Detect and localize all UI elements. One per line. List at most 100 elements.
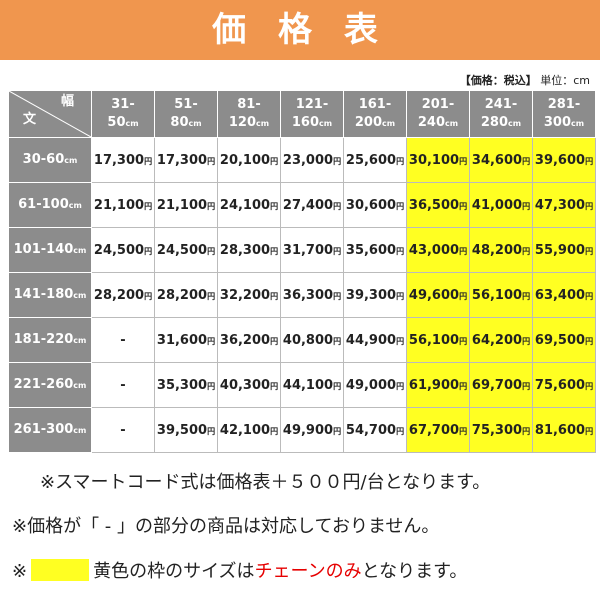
yellow-swatch [31,559,90,581]
price-cell: 35,600円 [343,227,407,273]
row-header: 141-180cm [8,272,92,318]
unit: cm [73,380,87,390]
unit: 円 [522,426,531,436]
unit: 円 [144,291,153,301]
price-cell: - [91,407,155,453]
price-cell: 56,100円 [406,317,470,363]
price-cell: 40,300円 [217,362,281,408]
price: 35,600 [345,242,397,258]
price-cell: 47,300円 [532,182,596,228]
price: 40,800 [282,332,334,348]
note: 【価格：税込】 単位：cm [460,72,590,88]
column-from: 51- [174,96,198,112]
price-cell: 41,000円 [469,182,533,228]
unit: 円 [459,336,468,346]
column-to-value: 300 [543,114,572,130]
unit: 円 [333,336,342,346]
price: 17,300 [156,152,208,168]
price: 39,600 [534,152,586,168]
price-cell: 17,300円 [154,137,218,183]
title: 価 格 表 [0,0,600,60]
unit: 円 [396,156,405,166]
unit: 円 [270,291,279,301]
column-to-value: 200 [354,114,383,130]
column-from: 31- [111,96,135,112]
column-from: 81- [237,96,261,112]
price: 20,100 [219,152,271,168]
price-cell: 20,100円 [217,137,281,183]
unit: 円 [144,156,153,166]
unit: 円 [585,336,594,346]
price-cell: 40,800円 [280,317,344,363]
row: 181-220cm -31,600円 36,200円 40,800円 44,900円 56… [8,317,596,363]
row-label: 181-220 [13,331,74,347]
column-to: 50cm [92,114,154,133]
price-cell: 30,600円 [343,182,407,228]
price-cell: 81,600円 [532,407,596,453]
price-cell: 44,100円 [280,362,344,408]
unit: 円 [396,336,405,346]
price: 32,200 [219,287,271,303]
price-cell: 35,300円 [154,362,218,408]
price: 44,100 [282,377,334,393]
price: 36,300 [282,287,334,303]
row-label: 61-100 [18,196,69,212]
price: 31,600 [156,332,208,348]
unit: cm [445,118,459,128]
footnote: ※ 黄色の枠のサイズはチェーンのみとなります。 [12,557,467,583]
unit: 円 [396,426,405,436]
column-from: 121- [295,96,329,112]
unit: cm [319,118,333,128]
column-header: 281- 300cm [532,90,596,138]
unit: 円 [207,381,216,391]
price: 24,500 [93,242,145,258]
column-to-value: 160 [291,114,320,130]
unit: 円 [459,156,468,166]
footnote-text: 黄色の枠のサイズは [93,561,255,582]
column-to-value: 80 [170,114,189,130]
column-header: 201- 240cm [406,90,470,138]
price-cell: 48,200円 [469,227,533,273]
footnote-text: となります。 [361,561,468,582]
unit: 円 [144,201,153,211]
column-to: 160cm [281,114,343,133]
price-cell: 54,700円 [343,407,407,453]
unit-note: 単位：cm [540,74,590,87]
unit: 円 [585,291,594,301]
unit: 円 [333,201,342,211]
price-cell: 31,700円 [280,227,344,273]
column-header: 31- 50cm [91,90,155,138]
column-header: 121- 160cm [280,90,344,138]
price: 44,900 [345,332,397,348]
price-cell: 36,500円 [406,182,470,228]
price: 23,000 [282,152,334,168]
price: 64,200 [471,332,523,348]
unit: 円 [270,201,279,211]
row-header: 221-260cm [8,362,92,408]
price: 69,700 [471,377,523,393]
footnote: ※スマートコード式は価格表＋５００円/台となります。 [40,472,491,493]
price: 49,000 [345,377,397,393]
corner-width: 幅 [61,94,75,109]
column-from: 241- [484,96,518,112]
column-header: 241- 280cm [469,90,533,138]
price-cell: 27,400円 [280,182,344,228]
row: 101-140cm 24,500円 24,500円 28,300円 31,700円 35,… [8,227,596,273]
column-to: 120cm [218,114,280,133]
unit: 円 [270,426,279,436]
price: 49,900 [282,422,334,438]
column-to-value: 240 [417,114,446,130]
tax-note: 【価格：税込】 [459,74,537,87]
unit: cm [73,335,87,345]
price-cell: 28,200円 [91,272,155,318]
unit: 円 [459,381,468,391]
price: 27,400 [282,197,334,213]
column-header: 81- 120cm [217,90,281,138]
price: 75,600 [534,377,586,393]
unit: 円 [207,291,216,301]
price: 21,100 [93,197,145,213]
unit: 円 [207,426,216,436]
unit: 円 [333,381,342,391]
column-from: 161- [358,96,392,112]
